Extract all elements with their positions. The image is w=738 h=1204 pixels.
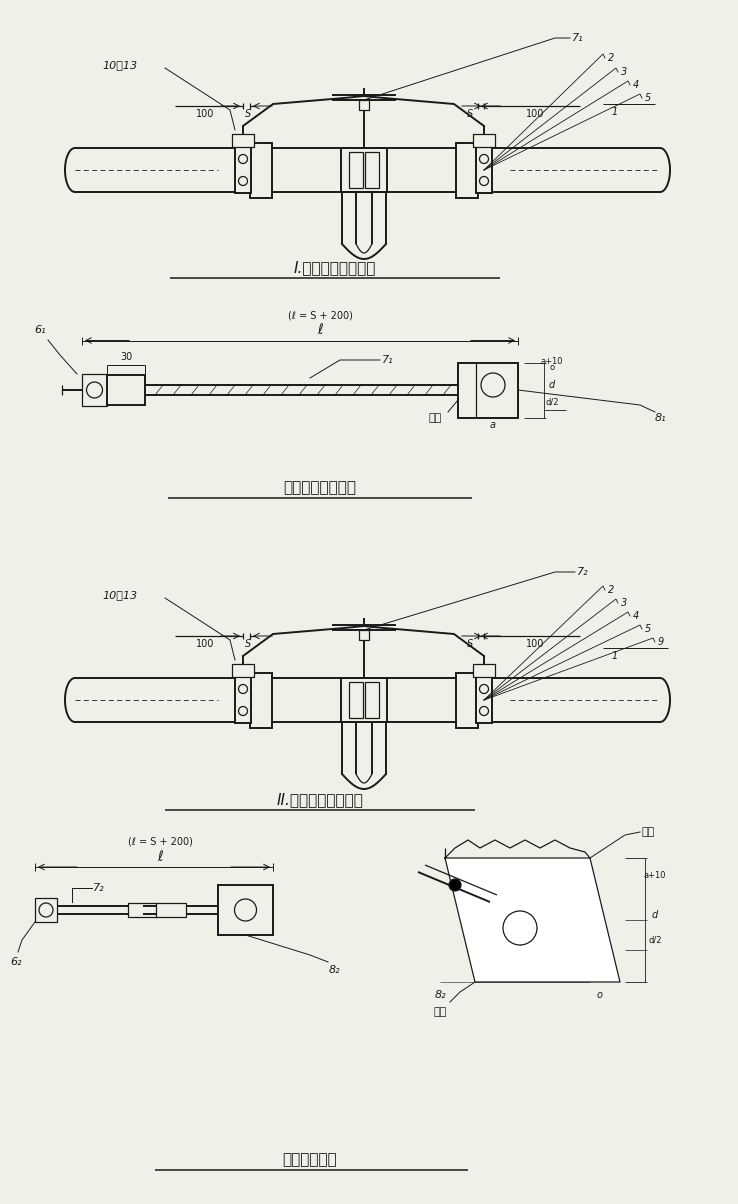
Text: 10～13: 10～13 <box>103 590 137 600</box>
Bar <box>218 885 273 936</box>
Text: I.管道阀门钢丝跨接: I.管道阀门钢丝跨接 <box>294 260 376 276</box>
Text: 8₁: 8₁ <box>654 413 666 423</box>
Text: 8₂: 8₂ <box>328 964 339 975</box>
Bar <box>476 147 492 193</box>
Text: 铜跨接线详图: 铜跨接线详图 <box>283 1152 337 1168</box>
Text: 9: 9 <box>658 637 664 647</box>
Text: a+10: a+10 <box>541 358 563 366</box>
Bar <box>456 673 478 727</box>
Circle shape <box>503 911 537 945</box>
Text: 2: 2 <box>608 585 614 595</box>
Circle shape <box>480 685 489 694</box>
Text: 7₁: 7₁ <box>572 33 584 43</box>
Bar <box>359 630 369 641</box>
Circle shape <box>449 879 461 891</box>
Bar <box>128 903 158 917</box>
Text: 8₂: 8₂ <box>434 990 446 1001</box>
Bar <box>235 677 251 722</box>
Circle shape <box>238 707 247 715</box>
Text: 100: 100 <box>196 110 214 119</box>
Bar <box>349 152 363 188</box>
Text: d/2: d/2 <box>545 397 559 407</box>
Bar <box>349 681 363 718</box>
Text: 7₁: 7₁ <box>382 355 394 365</box>
Bar <box>232 134 254 147</box>
Bar <box>458 362 518 418</box>
Bar <box>473 663 495 677</box>
Circle shape <box>480 177 489 185</box>
Circle shape <box>39 903 53 917</box>
Text: (ℓ = S + 200): (ℓ = S + 200) <box>288 311 353 320</box>
Text: 100: 100 <box>525 639 544 649</box>
Text: 6₁: 6₁ <box>34 325 46 335</box>
Bar <box>341 678 387 722</box>
Text: 7₂: 7₂ <box>93 883 105 893</box>
Bar <box>156 903 186 917</box>
Circle shape <box>238 154 247 164</box>
Text: 1: 1 <box>612 651 618 661</box>
Text: 素边: 素边 <box>433 1007 446 1017</box>
Text: ℓ: ℓ <box>157 850 163 864</box>
Text: a: a <box>490 420 496 431</box>
Bar <box>476 677 492 722</box>
Bar <box>232 663 254 677</box>
Text: 2: 2 <box>608 53 614 63</box>
Bar <box>341 148 387 191</box>
Circle shape <box>481 373 505 397</box>
Text: S: S <box>467 639 473 649</box>
Text: d: d <box>652 910 658 920</box>
Circle shape <box>238 177 247 185</box>
Text: 7₂: 7₂ <box>577 567 589 577</box>
Circle shape <box>86 382 103 399</box>
Bar <box>359 100 369 110</box>
Text: 10～13: 10～13 <box>103 60 137 70</box>
Bar <box>365 681 379 718</box>
Circle shape <box>480 707 489 715</box>
Text: S: S <box>245 110 251 119</box>
Text: 4: 4 <box>633 610 639 621</box>
Bar <box>365 152 379 188</box>
Text: 100: 100 <box>525 110 544 119</box>
Text: ℓ: ℓ <box>317 324 323 337</box>
Bar <box>473 134 495 147</box>
Text: 3: 3 <box>621 598 627 608</box>
Text: a+10: a+10 <box>644 870 666 879</box>
Text: d/2: d/2 <box>648 936 662 944</box>
Text: 5: 5 <box>645 93 651 104</box>
Text: 100: 100 <box>196 639 214 649</box>
Bar <box>82 374 107 406</box>
Text: o: o <box>549 362 554 372</box>
Text: 焊波: 焊波 <box>641 827 655 837</box>
Text: 4: 4 <box>633 79 639 90</box>
Text: d: d <box>549 380 555 390</box>
Text: o: o <box>597 990 603 1001</box>
Bar <box>35 898 57 922</box>
Text: II.管道阀门铜线跨接: II.管道阀门铜线跨接 <box>277 792 363 808</box>
Bar <box>107 374 145 405</box>
Circle shape <box>480 154 489 164</box>
Circle shape <box>238 685 247 694</box>
Bar <box>250 673 272 727</box>
Text: 钢丝跨接装置详图: 钢丝跨接装置详图 <box>283 480 356 496</box>
Text: S: S <box>245 639 251 649</box>
Text: 6₂: 6₂ <box>10 957 22 967</box>
Text: 30: 30 <box>120 352 132 362</box>
Bar <box>250 142 272 197</box>
Polygon shape <box>445 858 620 982</box>
Text: 5: 5 <box>645 624 651 635</box>
Text: (ℓ = S + 200): (ℓ = S + 200) <box>128 837 193 846</box>
Circle shape <box>235 899 257 921</box>
Bar <box>456 142 478 197</box>
Text: 3: 3 <box>621 67 627 77</box>
Text: 焊接: 焊接 <box>428 413 441 423</box>
Text: S: S <box>467 110 473 119</box>
Text: 1: 1 <box>612 107 618 117</box>
Bar <box>235 147 251 193</box>
